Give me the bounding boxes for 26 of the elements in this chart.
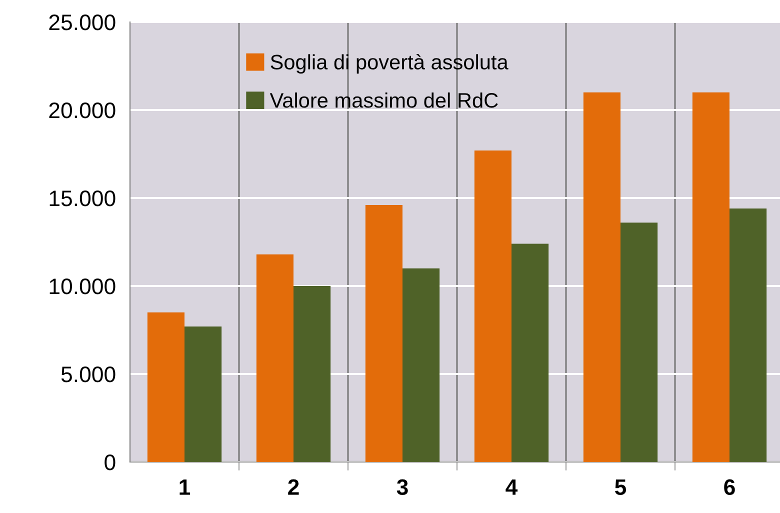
x-tick-label: 4 bbox=[506, 479, 518, 495]
bar bbox=[147, 312, 184, 462]
bar bbox=[583, 92, 620, 462]
y-tick-label: 0 bbox=[104, 454, 116, 470]
x-tick-label: 5 bbox=[615, 479, 626, 495]
y-tick-label: 15.000 bbox=[50, 190, 116, 206]
bar bbox=[256, 254, 294, 462]
bar bbox=[730, 208, 767, 462]
y-tick-label: 25.000 bbox=[49, 14, 116, 30]
legend-label: Soglia di povertà assoluta bbox=[270, 54, 508, 74]
y-tick-label: 5.000 bbox=[61, 366, 116, 382]
bar bbox=[184, 326, 222, 462]
x-tick-label: 1 bbox=[180, 479, 190, 495]
bar bbox=[692, 92, 730, 462]
x-tick-label: 2 bbox=[288, 479, 299, 495]
y-tick-label: 10.000 bbox=[50, 278, 116, 294]
x-tick-label: 3 bbox=[396, 479, 408, 496]
bar bbox=[402, 268, 440, 462]
bar bbox=[620, 222, 658, 462]
x-tick-label: 6 bbox=[724, 479, 735, 495]
bar bbox=[474, 150, 512, 462]
bar bbox=[512, 244, 549, 462]
bar bbox=[365, 205, 402, 462]
bar bbox=[294, 286, 331, 462]
legend-label: Valore massimo del RdC bbox=[270, 92, 498, 108]
y-tick-label: 20.000 bbox=[49, 102, 116, 118]
